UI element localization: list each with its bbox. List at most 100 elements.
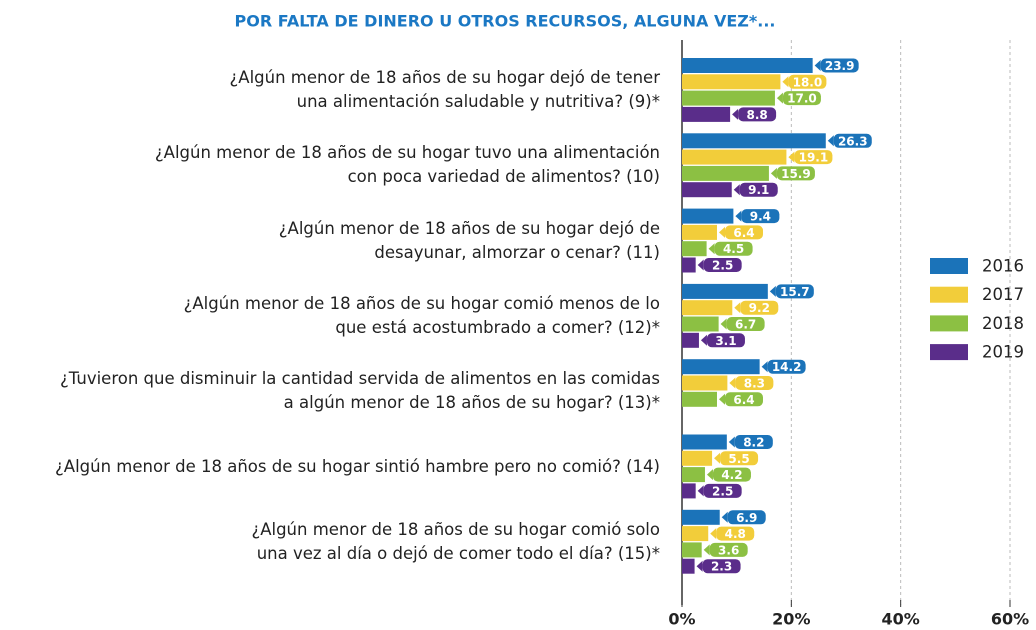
value-label-bg: [708, 243, 715, 255]
value-label-bg: [814, 60, 821, 71]
value-label-bg: [706, 333, 745, 348]
chart-title: POR FALTA DE DINERO U OTROS RECURSOS, AL…: [235, 12, 776, 31]
value-label-bg: [741, 209, 780, 224]
bar: [682, 434, 727, 450]
value-label: 2.3: [711, 560, 732, 574]
value-label-bg: [720, 318, 727, 330]
value-label-bg: [697, 259, 704, 271]
value-label-bg: [738, 107, 777, 122]
bar: [682, 509, 720, 525]
bar: [682, 300, 733, 316]
value-label: 2.5: [712, 484, 733, 498]
value-label-bg: [724, 225, 763, 240]
value-label-bg: [782, 76, 789, 88]
value-label-bg: [769, 285, 776, 297]
value-label-bg: [720, 451, 759, 466]
value-label-bg: [735, 210, 742, 222]
bar: [682, 74, 781, 90]
value-label: 9.4: [750, 210, 771, 224]
x-tick-label: 0%: [668, 610, 695, 629]
bar: [682, 526, 709, 542]
value-label-bg: [696, 560, 703, 572]
category-label: ¿Algún menor de 18 años de su hogar dejó…: [278, 218, 660, 262]
category-label: ¿Algún menor de 18 años de su hogar sint…: [55, 456, 660, 476]
value-label: 15.9: [781, 167, 811, 181]
value-label-bg: [700, 334, 707, 346]
value-label-bg: [697, 485, 704, 497]
value-label: 9.1: [748, 183, 769, 197]
value-label: 8.8: [746, 108, 767, 122]
value-label-bg: [788, 74, 827, 89]
bar: [682, 542, 702, 558]
value-label-bg: [712, 467, 751, 482]
bar: [682, 208, 734, 224]
value-label-bg: [827, 135, 834, 147]
value-label-bg: [739, 182, 778, 197]
x-tick-label: 40%: [882, 610, 920, 629]
value-label: 6.4: [733, 226, 754, 240]
value-label-bg: [775, 284, 814, 299]
value-label: 18.0: [793, 75, 823, 89]
value-label: 6.7: [735, 318, 756, 332]
value-label-bg: [788, 151, 795, 163]
value-label-bg: [734, 435, 773, 449]
x-tick-label: 60%: [991, 610, 1029, 629]
bar: [682, 558, 695, 574]
category-label: ¿Algún menor de 18 años de su hogar dejó…: [229, 68, 660, 111]
value-label-bg: [718, 226, 725, 238]
value-label-bg: [733, 184, 740, 196]
value-label-bg: [782, 91, 821, 106]
value-label-bg: [833, 133, 872, 148]
value-label: 8.2: [743, 436, 764, 450]
bar: [682, 283, 768, 299]
value-label-bg: [729, 377, 736, 389]
legend-label: 2016: [982, 257, 1024, 276]
value-label: 8.3: [744, 377, 765, 391]
value-label: 17.0: [787, 92, 817, 106]
bar: [682, 391, 717, 407]
bar: [682, 133, 826, 149]
legend-swatch: [930, 258, 968, 274]
bar: [682, 450, 713, 466]
value-label-bg: [721, 511, 728, 523]
value-label: 23.9: [825, 59, 855, 73]
bar: [682, 332, 699, 348]
category-label: ¿Algún menor de 18 años de su hogar comi…: [183, 293, 660, 337]
value-label: 19.1: [799, 151, 829, 165]
bar: [682, 359, 760, 375]
legend-swatch: [930, 315, 968, 332]
legend-label: 2017: [982, 285, 1024, 304]
value-label: 3.6: [718, 543, 739, 557]
bar: [682, 241, 707, 257]
value-label-bg: [776, 166, 815, 181]
value-label-bg: [702, 559, 741, 574]
bar: [682, 182, 732, 198]
legend-swatch: [930, 344, 968, 361]
value-label-bg: [820, 58, 859, 73]
value-label: 14.2: [772, 360, 802, 374]
value-label: 6.4: [733, 393, 754, 407]
legend-label: 2018: [982, 314, 1024, 333]
value-label-bg: [734, 302, 741, 314]
bar: [682, 467, 705, 483]
value-label-bg: [761, 361, 768, 373]
value-label-bg: [703, 483, 742, 498]
value-label: 15.7: [780, 285, 810, 299]
value-label: 2.5: [712, 259, 733, 273]
value-label-bg: [732, 108, 739, 120]
value-label-bg: [718, 393, 725, 405]
value-label-bg: [703, 258, 742, 272]
value-label-bg: [767, 359, 806, 374]
value-label-bg: [735, 376, 774, 390]
value-label-bg: [727, 510, 766, 525]
legend-swatch: [930, 286, 968, 303]
category-label: ¿Tuvieron que disminuir la cantidad serv…: [60, 369, 660, 413]
value-label-bg: [724, 392, 763, 407]
bar: [682, 165, 769, 181]
value-label-bg: [709, 542, 748, 557]
bar: [682, 483, 696, 499]
legend-label: 2019: [982, 343, 1024, 362]
bar: [682, 106, 731, 122]
